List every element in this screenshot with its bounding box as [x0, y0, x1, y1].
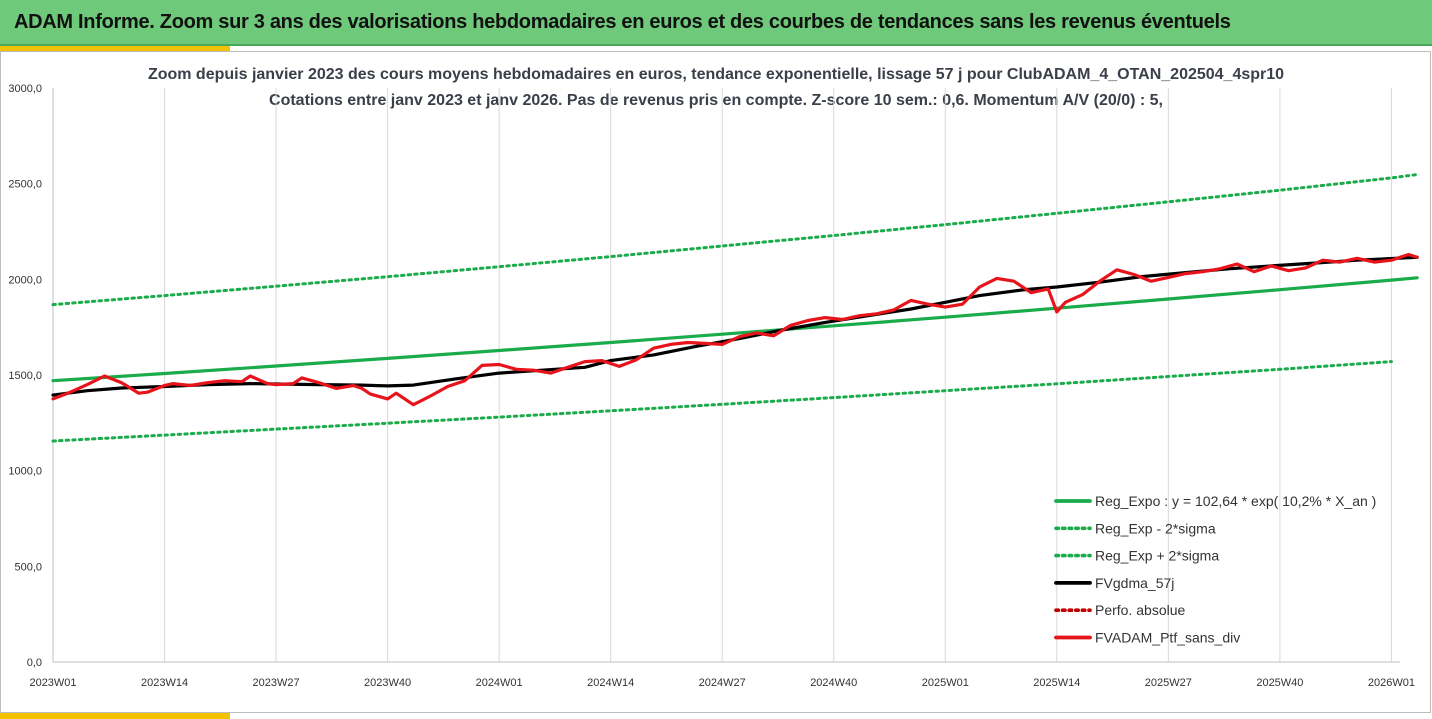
series-line-0: [51, 276, 1419, 383]
y-tick-label: 2500,0: [8, 179, 42, 191]
legend-label: Reg_Expo : y = 102,64 * exp( 10,2% * X_a…: [1095, 493, 1376, 509]
y-tick-label: 0,0: [27, 657, 42, 669]
legend-label: FVADAM_Ptf_sans_div: [1095, 630, 1240, 646]
x-tick-label: 2023W14: [141, 677, 188, 689]
y-tick-label: 1500,0: [8, 370, 42, 382]
x-tick-label: 2025W14: [1033, 677, 1080, 689]
series-line-1: [51, 360, 1393, 443]
x-tick-label: 2023W40: [364, 677, 411, 689]
chart-subtitle: Cotations entre janv 2023 et janv 2026. …: [269, 92, 1163, 109]
series-line-5: [51, 252, 1419, 407]
y-tick-label: 3000,0: [8, 83, 42, 95]
x-tick-label: 2025W40: [1256, 677, 1303, 689]
chart-frame: [0, 51, 1431, 713]
x-tick-label: 2024W14: [587, 677, 634, 689]
y-tick-label: 500,0: [14, 561, 42, 573]
series-line-2: [51, 173, 1419, 307]
x-tick-label: 2023W01: [29, 677, 76, 689]
x-tick-label: 2025W27: [1145, 677, 1192, 689]
page-title: ADAM Informe. Zoom sur 3 ans des valoris…: [14, 11, 1231, 33]
x-tick-label: 2025W01: [922, 677, 969, 689]
header-banner: ADAM Informe. Zoom sur 3 ans des valoris…: [0, 0, 1432, 46]
chart-title: Zoom depuis janvier 2023 des cours moyen…: [147, 66, 1285, 83]
legend-label: Reg_Exp - 2*sigma: [1095, 520, 1216, 536]
legend-label: Reg_Exp + 2*sigma: [1095, 548, 1219, 564]
x-tick-label: 2024W40: [810, 677, 857, 689]
x-tick-label: 2024W27: [699, 677, 746, 689]
accent-bar-bottom: [0, 713, 230, 719]
y-tick-label: 2000,0: [8, 274, 42, 286]
accent-bar-top: [0, 46, 230, 51]
x-tick-label: 2026W01: [1368, 677, 1415, 689]
legend-label: Perfo. absolue: [1095, 602, 1185, 618]
x-tick-label: 2023W27: [253, 677, 300, 689]
y-tick-label: 1000,0: [8, 466, 42, 478]
x-tick-label: 2024W01: [476, 677, 523, 689]
legend-label: FVgdma_57j: [1095, 575, 1174, 591]
